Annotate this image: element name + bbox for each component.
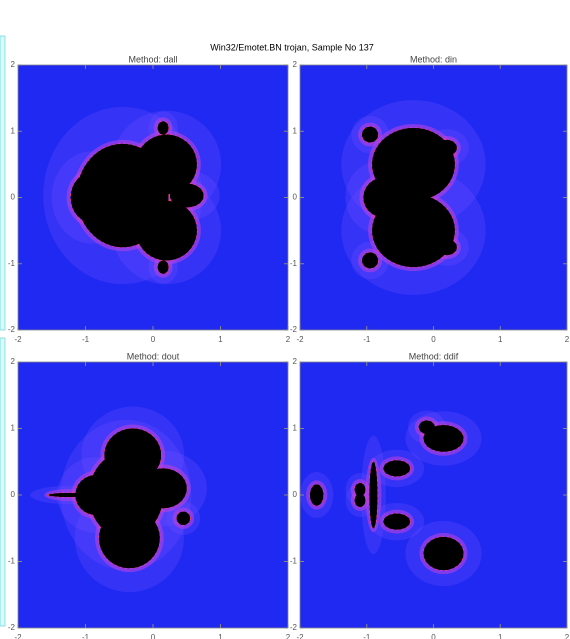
x-tick-label: 2: [565, 633, 570, 639]
fractal: [300, 410, 482, 587]
x-tick-label: 0: [431, 335, 436, 344]
y-tick-label: 1: [293, 126, 298, 135]
x-tick-label: 0: [151, 633, 156, 639]
set-core: [176, 511, 191, 525]
x-tick-label: -1: [363, 633, 371, 639]
y-tick-label: 0: [11, 490, 16, 499]
x-tick-label: -2: [296, 633, 304, 639]
side-strip: [0, 337, 6, 627]
set-core: [136, 134, 197, 195]
set-core: [383, 513, 411, 530]
x-tick-label: 1: [498, 335, 503, 344]
set-core: [418, 420, 435, 434]
x-tick-label: 0: [431, 633, 436, 639]
y-tick-label: -1: [8, 557, 16, 566]
set-core: [383, 460, 411, 477]
x-tick-label: -2: [14, 633, 22, 639]
set-core: [354, 493, 366, 507]
set-core: [362, 252, 379, 269]
y-tick-label: 1: [11, 424, 16, 433]
x-tick-label: -2: [14, 335, 22, 344]
y-tick-label: 0: [293, 193, 298, 202]
set-core: [310, 484, 324, 506]
y-tick-label: -1: [290, 259, 298, 268]
panel-title: Method: dout: [127, 351, 180, 361]
x-tick-label: 1: [218, 335, 223, 344]
x-tick-label: -1: [82, 335, 90, 344]
set-core: [157, 121, 169, 135]
set-core: [363, 177, 404, 218]
set-core: [423, 425, 464, 452]
y-tick-label: 2: [293, 60, 298, 69]
y-tick-label: 1: [293, 424, 298, 433]
set-core: [362, 126, 379, 143]
x-tick-label: -1: [82, 633, 90, 639]
fractal: [341, 100, 486, 295]
set-core: [157, 260, 169, 274]
set-core: [369, 461, 378, 529]
panel-title: Method: ddif: [409, 351, 459, 361]
set-core: [423, 536, 464, 571]
set-core: [136, 200, 197, 261]
y-tick-label: 1: [11, 126, 16, 135]
set-core: [70, 172, 114, 223]
y-tick-label: -1: [290, 557, 298, 566]
y-tick-label: 2: [11, 60, 16, 69]
plot-background: [300, 362, 567, 628]
y-tick-label: 0: [11, 193, 16, 202]
y-tick-label: -2: [290, 325, 298, 334]
y-tick-label: -2: [290, 623, 298, 632]
panel-title: Method: din: [410, 54, 457, 64]
set-core: [436, 239, 457, 256]
x-tick-label: 2: [286, 335, 291, 344]
x-tick-label: 2: [565, 335, 570, 344]
y-tick-label: 2: [11, 357, 16, 366]
set-core: [75, 475, 116, 515]
y-tick-label: 0: [293, 490, 298, 499]
fractal: [30, 406, 207, 593]
x-tick-label: 1: [218, 633, 223, 639]
set-core: [104, 428, 162, 482]
x-tick-label: 0: [151, 335, 156, 344]
set-core: [169, 183, 204, 208]
y-tick-label: 2: [293, 357, 298, 366]
set-core: [99, 508, 160, 569]
set-core: [436, 139, 457, 156]
x-tick-label: -2: [296, 335, 304, 344]
x-tick-label: 1: [498, 633, 503, 639]
set-core: [139, 468, 187, 509]
side-strip: [0, 35, 6, 331]
figure-title: Win32/Emotet.BN trojan, Sample No 137: [210, 42, 374, 52]
y-tick-label: -2: [8, 325, 16, 334]
set-core: [48, 493, 89, 497]
x-tick-label: 2: [286, 633, 291, 639]
fractal: [43, 106, 222, 285]
x-tick-label: -1: [363, 335, 371, 344]
y-tick-label: -2: [8, 623, 16, 632]
y-tick-label: -1: [8, 259, 16, 268]
panel-title: Method: dall: [128, 54, 177, 64]
set-core: [354, 483, 366, 497]
